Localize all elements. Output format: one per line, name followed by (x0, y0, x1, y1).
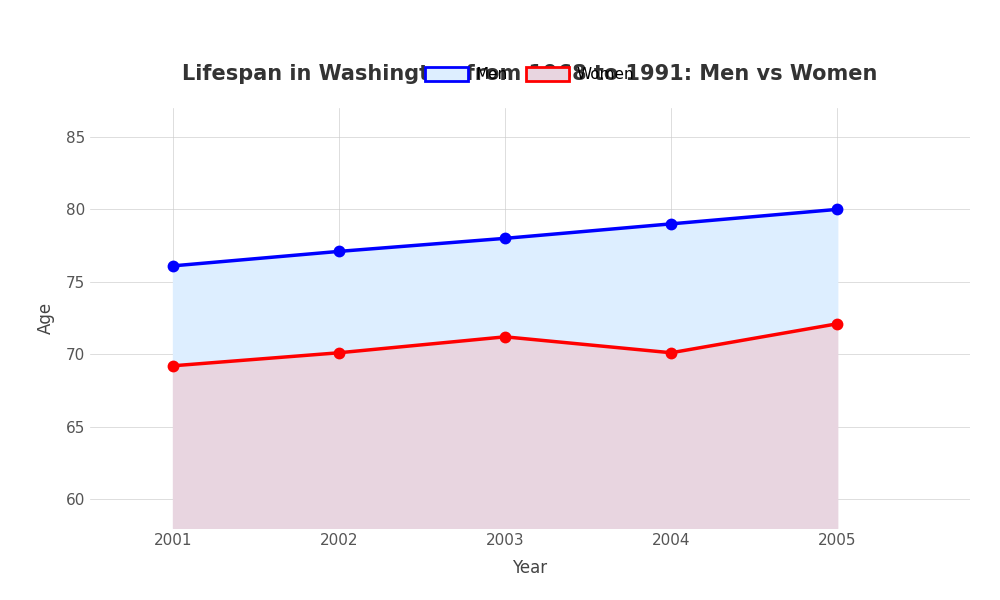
Legend: Men, Women: Men, Women (419, 61, 641, 88)
Y-axis label: Age: Age (37, 302, 55, 334)
X-axis label: Year: Year (512, 559, 548, 577)
Title: Lifespan in Washington from 1968 to 1991: Men vs Women: Lifespan in Washington from 1968 to 1991… (182, 64, 878, 84)
